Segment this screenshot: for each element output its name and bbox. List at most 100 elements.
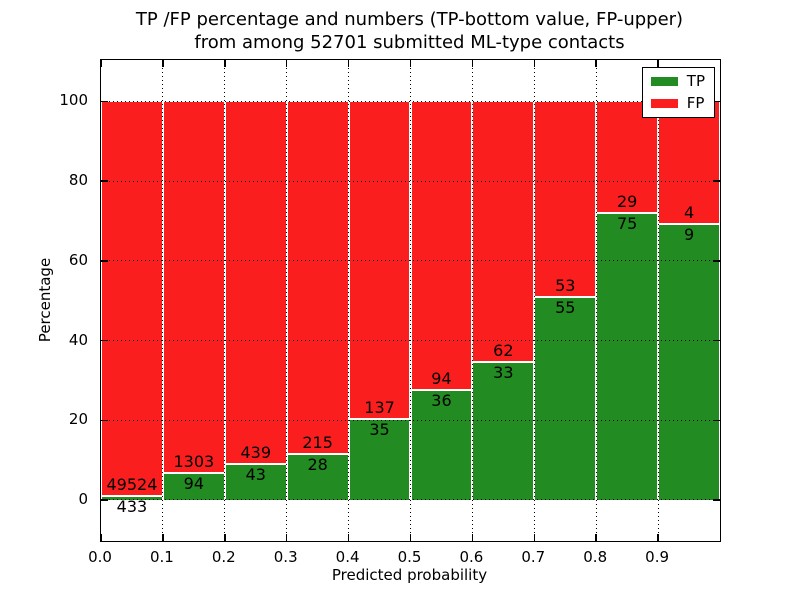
legend-label-fp: FP	[686, 94, 705, 112]
x-gridline	[657, 60, 659, 541]
x-axis-label: Predicted probability	[331, 566, 488, 584]
y-gridline	[101, 260, 720, 262]
x-tick-top	[347, 60, 350, 67]
bar-segment-tp	[162, 473, 225, 500]
y-gridline	[101, 180, 720, 182]
bar-label-fp-count: 1303	[173, 452, 215, 472]
x-tick-label: 0.9	[645, 548, 670, 566]
x-gridline	[533, 60, 535, 541]
y-gridline	[101, 499, 720, 501]
x-gridline	[595, 60, 597, 541]
x-gridline	[471, 60, 473, 541]
bar-segment-tp	[658, 224, 720, 500]
y-tick-right	[713, 100, 720, 103]
bar-segment-fp	[410, 101, 473, 390]
x-tick	[533, 534, 536, 541]
bar-label-fp-count: 49524	[106, 475, 158, 495]
x-tick-top	[224, 60, 226, 67]
legend-item-tp: TP	[650, 72, 705, 90]
bar-label-fp-count: 94	[431, 368, 452, 388]
x-tick-top	[595, 60, 597, 67]
x-gridline	[348, 60, 350, 541]
x-tick-label: 0.8	[583, 548, 608, 566]
y-axis-label: Percentage	[36, 257, 54, 343]
bar-label-fp-count: 29	[616, 191, 638, 211]
x-tick-top	[285, 60, 288, 67]
x-tick	[347, 534, 350, 541]
bar-label-tp-count: 94	[183, 474, 205, 494]
x-tick	[285, 534, 288, 541]
x-tick	[100, 534, 102, 541]
plot-area: 49524 433 1303 94 439 43 215 28 137 35 94 36 62 33 53 5…	[100, 59, 721, 542]
bar-segment-tp	[472, 361, 535, 500]
legend-swatch-tp-icon	[650, 77, 678, 86]
bar-label-fp-count: 53	[555, 275, 576, 295]
x-tick-label: 0.4	[335, 548, 360, 566]
y-tick-label: 100	[59, 91, 88, 110]
x-tick-label: 0.3	[273, 548, 298, 566]
bar-segment-fp	[658, 101, 720, 225]
y-tick-right	[713, 180, 720, 182]
y-tick-label: 60	[68, 250, 88, 269]
x-tick	[224, 534, 226, 541]
ticks-layer	[100, 60, 720, 541]
x-tick-label: 0.2	[211, 548, 236, 566]
x-tick-label: 0.1	[149, 548, 174, 566]
y-tick	[101, 180, 108, 182]
y-tick-right	[713, 339, 720, 342]
x-tick-top	[100, 60, 102, 67]
y-tick	[101, 339, 108, 342]
y-gridline	[101, 340, 720, 342]
y-tick	[101, 260, 108, 262]
bar-label-tp-count: 55	[555, 297, 576, 317]
y-tick-right	[713, 419, 720, 421]
bar-segment-fp	[472, 101, 535, 362]
legend-label-tp: TP	[686, 72, 705, 90]
x-gridline	[162, 60, 164, 541]
y-tick-right	[713, 499, 720, 501]
x-tick	[162, 534, 164, 541]
x-tick-top	[533, 60, 536, 67]
bar-label-tp-count: 9	[683, 225, 695, 245]
x-tick-label: 0.0	[88, 548, 112, 566]
bar-label-tp-count: 43	[245, 465, 266, 485]
bar-segment-tp	[348, 418, 411, 500]
bar-label-tp-count: 33	[493, 362, 514, 382]
y-tick-right	[713, 260, 720, 262]
x-tick	[595, 534, 597, 541]
title-line-2: from among 52701 submitted ML-type conta…	[194, 32, 625, 53]
x-tick	[657, 534, 659, 541]
x-gridline	[286, 60, 288, 541]
bar-label-fp-count: 137	[364, 397, 395, 417]
x-tick-top	[409, 60, 412, 67]
bar-label-tp-count: 28	[307, 455, 328, 475]
bar-label-tp-count: 433	[116, 497, 148, 517]
bar-label-fp-count: 4	[683, 203, 695, 223]
x-tick-label: 0.6	[459, 548, 484, 566]
bar-label-fp-count: 215	[302, 433, 333, 453]
bar-segment-fp	[101, 101, 163, 497]
bar-label-fp-count: 439	[240, 443, 272, 463]
x-gridline	[224, 60, 226, 541]
bar-label-fp-count: 62	[493, 340, 514, 360]
x-tick-top	[162, 60, 164, 67]
y-tick-label: 20	[68, 410, 88, 429]
y-tick-label: 0	[78, 489, 88, 508]
x-tick-top	[471, 60, 474, 67]
bar-labels-layer: 49524 433 1303 94 439 43 215 28 137 35 94 36 62 33 53 5…	[101, 60, 720, 541]
x-tick	[409, 534, 412, 541]
y-tick	[101, 419, 108, 421]
y-tick	[101, 100, 108, 103]
grid-layer	[101, 60, 720, 541]
bar-label-tp-count: 36	[431, 390, 452, 410]
x-gridline	[410, 60, 411, 541]
chart-title: TP /FP percentage and numbers (TP-bottom…	[100, 8, 719, 54]
x-tick	[471, 534, 474, 541]
bar-label-tp-count: 75	[616, 213, 638, 233]
x-tick-label: 0.5	[397, 548, 422, 566]
y-tick	[101, 499, 108, 501]
y-tick-label: 80	[68, 171, 88, 190]
title-line-1: TP /FP percentage and numbers (TP-bottom…	[135, 9, 684, 30]
y-gridline	[101, 419, 720, 421]
y-tick-label: 40	[68, 330, 88, 349]
